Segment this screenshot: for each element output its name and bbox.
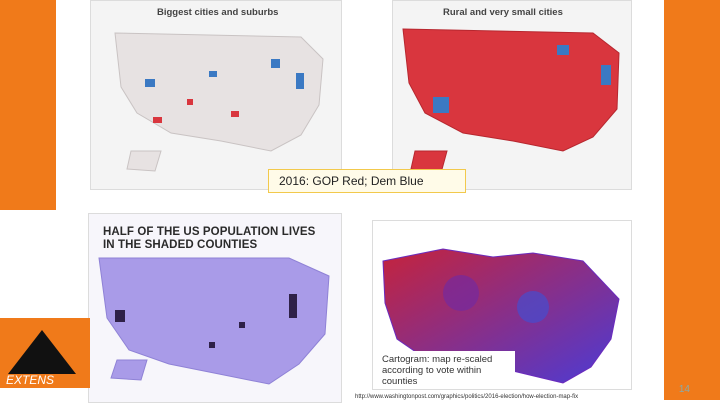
cartogram-panel: Cartogram: map re-scaled according to vo… — [372, 220, 632, 390]
population-map-panel: HALF OF THE US POPULATION LIVES IN THE S… — [88, 213, 342, 403]
extension-logo: EXTENS — [0, 318, 90, 388]
population-title-line1: HALF OF THE US POPULATION LIVES — [103, 226, 316, 238]
page-number: 14 — [678, 384, 690, 395]
svg-text:EXTENS: EXTENS — [6, 373, 54, 387]
right-orange-band — [664, 40, 720, 210]
source-url[interactable]: http://www.washingtonpost.com/graphics/p… — [355, 394, 579, 400]
population-title-line2: IN THE SHADED COUNTIES — [103, 239, 258, 251]
rural-map-title: Rural and very small cities — [443, 7, 563, 18]
cities-map — [114, 32, 324, 172]
cities-map-title: Biggest cities and suburbs — [157, 7, 279, 18]
cartogram-map — [382, 248, 620, 384]
population-map — [98, 257, 330, 385]
right-orange-band-top — [664, 0, 720, 40]
cartogram-note-line2: according to vote within — [382, 365, 482, 376]
rural-map-panel: Rural and very small cities — [392, 0, 632, 190]
map-caption: 2016: GOP Red; Dem Blue — [268, 169, 466, 193]
cities-map-panel: Biggest cities and suburbs — [90, 0, 342, 190]
rural-map — [402, 28, 620, 174]
cartogram-note-line1: Cartogram: map re-scaled — [382, 354, 493, 365]
right-orange-lower — [664, 210, 720, 400]
cartogram-note: Cartogram: map re-scaled according to vo… — [379, 351, 515, 389]
cartogram-note-line3: counties — [382, 376, 418, 387]
population-map-title: HALF OF THE US POPULATION LIVES IN THE S… — [103, 226, 315, 252]
